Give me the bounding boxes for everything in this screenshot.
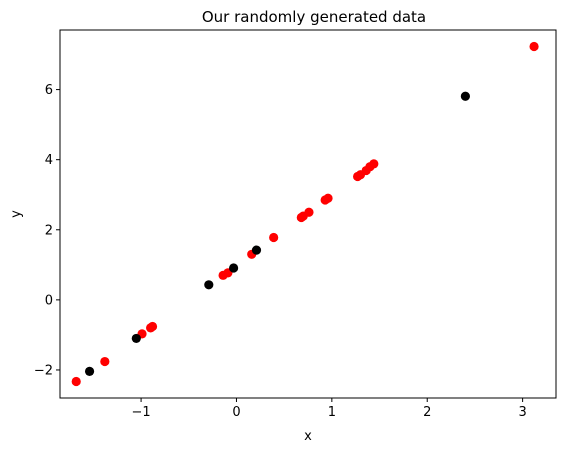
data-point (147, 321, 158, 332)
y-tick-label: 6 (45, 83, 53, 98)
plot-frame (59, 29, 557, 399)
y-axis-label: y (9, 210, 24, 218)
y-tick-label: 0 (45, 293, 53, 308)
x-tick-label: 3 (518, 405, 526, 420)
data-point (229, 263, 239, 273)
y-tick-label: −2 (34, 363, 53, 378)
y-tick-label: 2 (45, 223, 53, 238)
data-point (71, 376, 81, 387)
data-point (529, 41, 539, 52)
x-axis-label: x (304, 429, 312, 444)
x-tick-label: 1 (328, 405, 336, 420)
data-point (251, 245, 262, 255)
data-point (304, 207, 314, 217)
data-point (204, 280, 214, 290)
chart-title: Our randomly generated data (202, 8, 426, 26)
data-point (369, 159, 379, 169)
data-point (460, 91, 470, 101)
y-tick-label: 4 (45, 153, 53, 168)
data-point (269, 232, 279, 243)
data-point (100, 356, 110, 367)
data-point (131, 333, 141, 344)
x-tick-label: 0 (232, 405, 240, 420)
data-point (84, 366, 95, 376)
data-point (323, 193, 333, 203)
x-tick-label: 2 (423, 405, 431, 420)
plot-area: −1 0 1 2 3 −2 0 2 4 6 (34, 29, 557, 420)
x-tick-label: −1 (131, 405, 150, 420)
